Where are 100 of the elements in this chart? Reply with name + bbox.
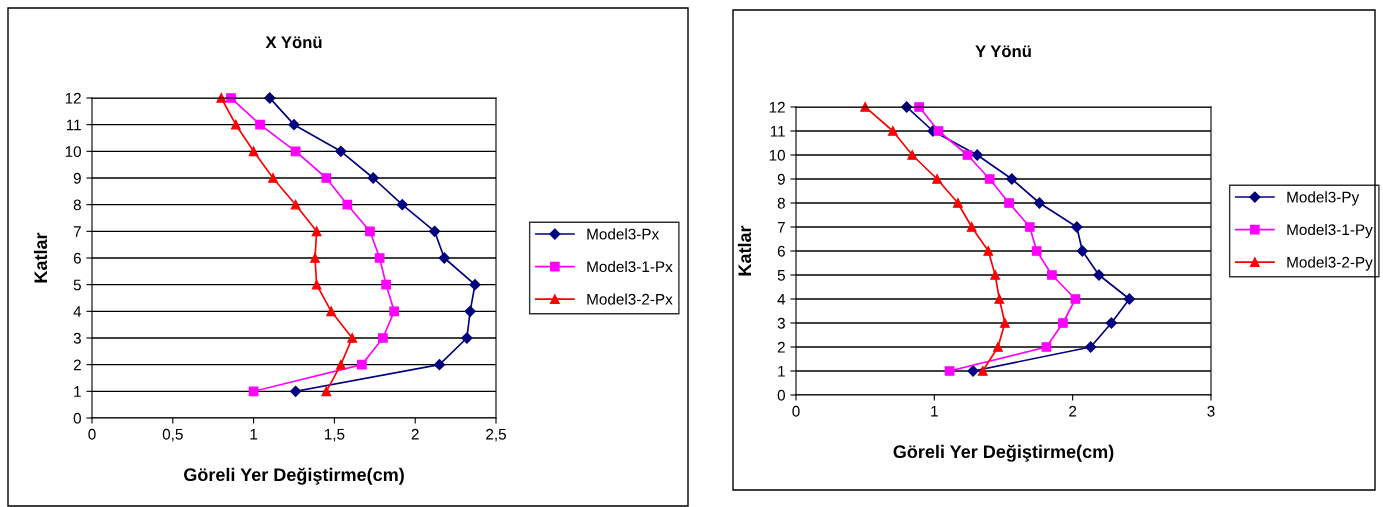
- point: [1024, 222, 1035, 232]
- point: [966, 222, 977, 232]
- y-tick-label: 4: [777, 294, 786, 305]
- point: [347, 333, 358, 343]
- point: [248, 146, 259, 157]
- point: [469, 279, 481, 291]
- y-tick-label: 1: [778, 366, 785, 377]
- y-tick-label: 1: [74, 386, 81, 397]
- point: [357, 359, 367, 370]
- x-tick-label: 1: [931, 405, 938, 417]
- y-tick-label: 8: [73, 199, 81, 211]
- y-tick-label: 12: [769, 101, 785, 113]
- chart-title: X Yönü: [265, 36, 322, 49]
- point: [321, 386, 332, 397]
- y-tick-label: 8: [777, 197, 785, 209]
- point: [374, 253, 385, 263]
- point: [971, 149, 983, 161]
- point: [381, 279, 391, 290]
- point: [977, 366, 988, 376]
- x-tick-label: 2: [411, 428, 419, 440]
- legend-label: Model3-1-Px: [587, 260, 673, 273]
- point: [365, 226, 375, 237]
- point: [326, 306, 337, 317]
- x-tick-label: 1: [250, 428, 258, 440]
- y-axis-title: Katlar: [33, 232, 48, 283]
- point: [962, 150, 973, 160]
- x-tick-label: 3: [1207, 405, 1215, 417]
- y-tick-label: 0: [777, 389, 785, 401]
- y-tick-label: 7: [777, 222, 785, 233]
- chart-title: Y Yönü: [975, 45, 1031, 58]
- point: [433, 359, 446, 371]
- y-tick-label: 6: [777, 245, 785, 257]
- point: [887, 126, 898, 136]
- point: [255, 119, 265, 130]
- point: [310, 253, 320, 263]
- point: [1085, 341, 1097, 353]
- point: [1041, 342, 1052, 352]
- point: [1105, 317, 1118, 329]
- x-tick-label: 0: [792, 405, 800, 417]
- y-tick-label: 4: [73, 306, 82, 317]
- point: [983, 246, 994, 256]
- point: [290, 199, 301, 210]
- y-tick-label: 11: [66, 119, 81, 131]
- point: [944, 366, 955, 376]
- point: [994, 294, 1005, 304]
- y-tick-label: 10: [769, 149, 785, 161]
- point: [984, 174, 995, 184]
- point: [1076, 245, 1088, 257]
- point: [1031, 246, 1042, 256]
- point: [428, 225, 441, 237]
- y-tick-label: 12: [65, 92, 81, 104]
- point: [248, 386, 259, 397]
- point: [932, 174, 942, 184]
- point: [335, 145, 347, 157]
- y-tick-label: 10: [65, 146, 81, 158]
- legend-label: Model3-Px: [587, 228, 660, 240]
- point: [464, 305, 476, 317]
- point: [311, 226, 322, 237]
- point: [288, 119, 300, 131]
- y-tick-label: 3: [73, 332, 81, 344]
- point: [1123, 293, 1135, 305]
- x-tick-label: 1,5: [324, 428, 345, 442]
- point: [290, 385, 302, 397]
- point: [1004, 198, 1014, 208]
- x-tick-label: 2,5: [486, 428, 506, 442]
- point: [389, 306, 400, 317]
- x-axis-title: Göreli Yer Değiştirme(cm): [893, 444, 1114, 462]
- point: [1033, 197, 1046, 209]
- x-tick-label: 0: [88, 428, 96, 440]
- point: [336, 359, 346, 370]
- point: [1000, 318, 1010, 328]
- point: [290, 146, 301, 157]
- y-tick-label: 3: [777, 317, 785, 329]
- point: [1047, 270, 1057, 280]
- point: [230, 119, 241, 130]
- point: [367, 172, 379, 184]
- point: [378, 333, 388, 343]
- y-tick-label: 5: [73, 279, 81, 291]
- legend-label: Model3-2-Px: [587, 293, 673, 305]
- point: [268, 173, 278, 183]
- y-tick-label: 9: [73, 172, 81, 184]
- point: [990, 270, 1001, 280]
- y-tick-label: 6: [73, 252, 81, 264]
- legend-label: Model3-Py: [1287, 191, 1360, 206]
- point: [1058, 318, 1068, 328]
- y-tick-label: 11: [770, 126, 785, 137]
- point: [396, 199, 408, 211]
- point: [952, 198, 963, 208]
- point: [438, 252, 450, 264]
- point: [342, 199, 353, 210]
- legend-label: Model3-2-Py: [1287, 256, 1373, 271]
- x-tick-label: 2: [1069, 405, 1077, 417]
- y-tick-label: 9: [777, 173, 785, 185]
- x-tick-label: 0,5: [162, 428, 183, 442]
- point: [1070, 294, 1081, 304]
- point: [1071, 221, 1083, 233]
- x-axis-title: Göreli Yer Değiştirme(cm): [184, 467, 404, 485]
- point: [933, 126, 944, 136]
- point: [321, 173, 332, 183]
- point: [1006, 173, 1018, 185]
